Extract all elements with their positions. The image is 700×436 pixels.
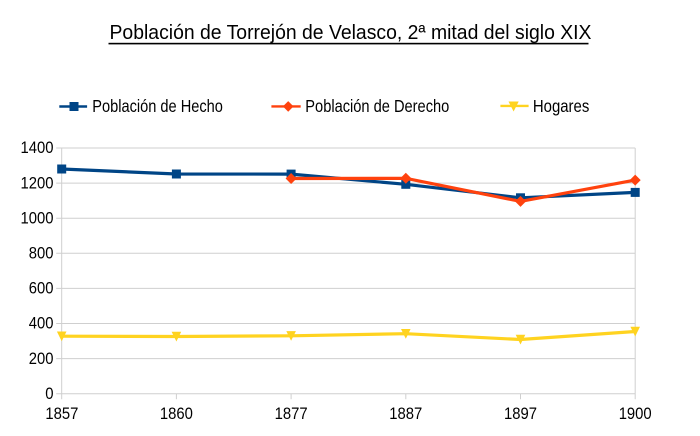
svg-text:1887: 1887 xyxy=(389,405,422,423)
svg-text:800: 800 xyxy=(29,245,54,263)
svg-text:1897: 1897 xyxy=(504,405,537,423)
svg-text:1877: 1877 xyxy=(275,405,308,423)
svg-text:400: 400 xyxy=(29,315,54,333)
svg-text:Población de Hecho: Población de Hecho xyxy=(92,96,223,116)
svg-text:Población de Torrejón de Velas: Población de Torrejón de Velasco, 2ª mit… xyxy=(110,21,592,44)
svg-text:1400: 1400 xyxy=(21,139,54,157)
svg-text:1857: 1857 xyxy=(45,405,78,423)
svg-text:1200: 1200 xyxy=(21,174,54,192)
svg-text:1860: 1860 xyxy=(160,405,193,423)
svg-text:0: 0 xyxy=(45,385,53,403)
svg-text:200: 200 xyxy=(29,350,54,368)
svg-text:Población de Derecho: Población de Derecho xyxy=(305,96,449,116)
svg-text:1000: 1000 xyxy=(21,209,54,227)
svg-text:1900: 1900 xyxy=(619,405,652,423)
svg-text:600: 600 xyxy=(29,280,54,298)
svg-text:Hogares: Hogares xyxy=(533,96,590,116)
